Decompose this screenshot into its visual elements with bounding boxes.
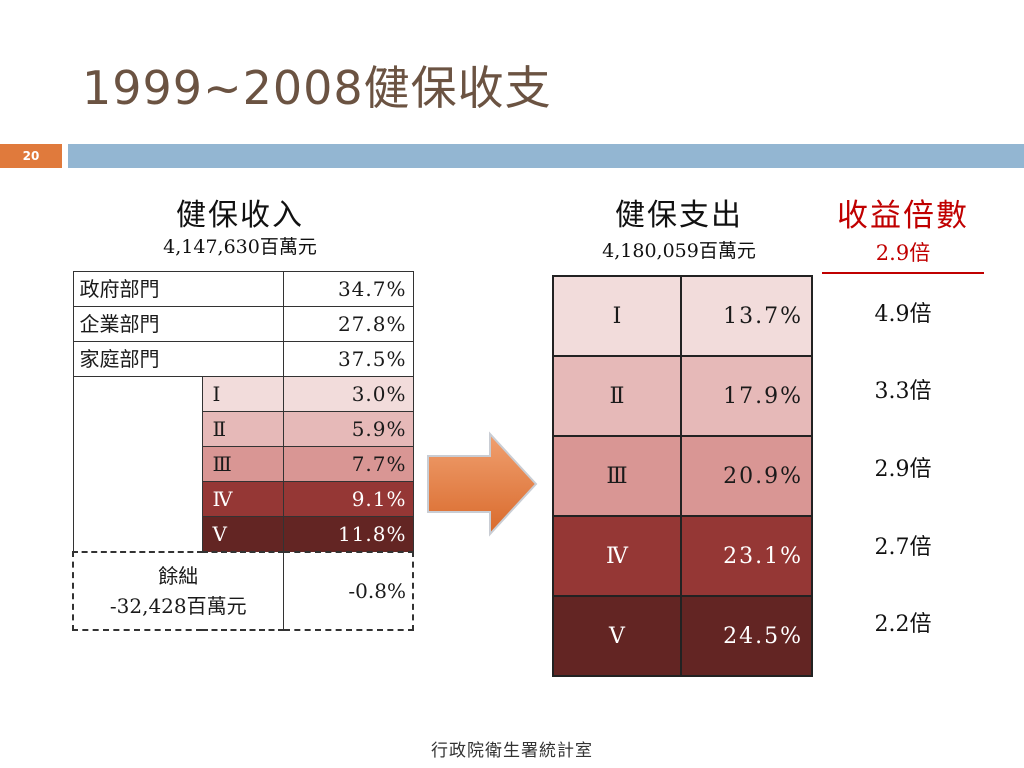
income-quintile-label: Ⅲ	[201, 446, 284, 482]
income-quintile-label: Ⅱ	[201, 411, 284, 447]
expense-quintile-label: Ⅲ	[552, 435, 682, 517]
source-footer: 行政院衛生署統計室	[431, 741, 593, 761]
income-sector-label: 政府部門	[72, 271, 284, 307]
income-quintile-label: Ⅴ	[201, 516, 284, 553]
slide-title: 1999~2008健保收支	[82, 61, 552, 115]
expense-row-quintile-1: Ⅰ 13.7%	[552, 275, 813, 357]
income-quintile-label: Ⅰ	[201, 376, 284, 412]
income-quintile-value: 3.0%	[282, 376, 414, 412]
income-row-government: 政府部門 34.7%	[72, 271, 414, 307]
expense-quintile-value: 23.1%	[680, 515, 813, 597]
income-row-quintile-5: Ⅴ 11.8%	[73, 516, 414, 553]
page-number-badge: 20	[0, 144, 62, 168]
expense-quintile-value: 17.9%	[680, 355, 813, 437]
ratio-value-4: 2.7倍	[874, 535, 932, 560]
ratio-value-1: 4.9倍	[874, 302, 932, 327]
surplus-value: -0.8%	[283, 551, 414, 631]
expense-quintile-label: Ⅰ	[552, 275, 682, 357]
income-sector-value: 34.7%	[282, 271, 414, 307]
surplus-amount: -32,428百萬元	[109, 594, 247, 618]
income-quintile-label: Ⅳ	[201, 481, 284, 517]
expense-quintile-value: 24.5%	[680, 595, 813, 677]
surplus-label-cell: 餘絀 -32,428百萬元	[72, 551, 284, 631]
ratio-value-3: 2.9倍	[874, 457, 932, 482]
expense-quintile-value: 20.9%	[680, 435, 813, 517]
income-sector-label: 企業部門	[72, 306, 284, 342]
ratio-overall: 2.9倍	[875, 241, 931, 265]
ratio-underline	[822, 272, 984, 274]
income-quintile-value: 9.1%	[282, 481, 414, 517]
income-sector-value: 37.5%	[282, 341, 414, 377]
surplus-label: 餘絀	[158, 564, 199, 588]
income-table: 政府部門 34.7% 企業部門 27.8% 家庭部門 37.5% Ⅰ 3.0% …	[72, 271, 414, 631]
income-row-business: 企業部門 27.8%	[72, 306, 414, 342]
expense-row-quintile-5: Ⅴ 24.5%	[552, 595, 813, 677]
income-row-household: 家庭部門 37.5%	[72, 341, 414, 377]
expense-quintile-value: 13.7%	[680, 275, 813, 357]
ratio-value-2: 3.3倍	[874, 379, 932, 404]
income-total: 4,147,630百萬元	[163, 236, 317, 258]
expense-quintile-label: Ⅱ	[552, 355, 682, 437]
income-heading: 健保收入	[176, 198, 304, 233]
expense-row-quintile-4: Ⅳ 23.1%	[552, 515, 813, 597]
income-quintile-value: 7.7%	[282, 446, 414, 482]
income-quintile-value: 11.8%	[282, 516, 414, 553]
income-indent-spacer	[72, 376, 203, 552]
expense-heading: 健保支出	[615, 198, 743, 233]
title-divider-bar	[68, 144, 1024, 168]
income-quintile-value: 5.9%	[282, 411, 414, 447]
income-sector-value: 27.8%	[282, 306, 414, 342]
expense-quintile-label: Ⅴ	[552, 595, 682, 677]
expense-row-quintile-2: Ⅱ 17.9%	[552, 355, 813, 437]
expense-row-quintile-3: Ⅲ 20.9%	[552, 435, 813, 517]
ratio-header: 收益倍數 2.9倍	[822, 190, 984, 267]
income-row-surplus: 餘絀 -32,428百萬元 -0.8%	[72, 551, 414, 631]
right-arrow-icon	[427, 431, 538, 537]
income-row-quintile-4: Ⅳ 9.1%	[73, 481, 414, 517]
expense-table: Ⅰ 13.7% Ⅱ 17.9% Ⅲ 20.9% Ⅳ 23.1% Ⅴ 24.5%	[552, 275, 813, 677]
ratio-value-5: 2.2倍	[874, 612, 932, 637]
expense-quintile-label: Ⅳ	[552, 515, 682, 597]
ratio-heading: 收益倍數	[837, 198, 969, 234]
income-sector-label: 家庭部門	[72, 341, 284, 377]
expense-total: 4,180,059百萬元	[602, 240, 756, 262]
income-row-quintile-3: Ⅲ 7.7%	[73, 446, 414, 482]
income-row-quintile-1: Ⅰ 3.0%	[72, 376, 414, 552]
income-row-quintile-2: Ⅱ 5.9%	[73, 411, 414, 447]
